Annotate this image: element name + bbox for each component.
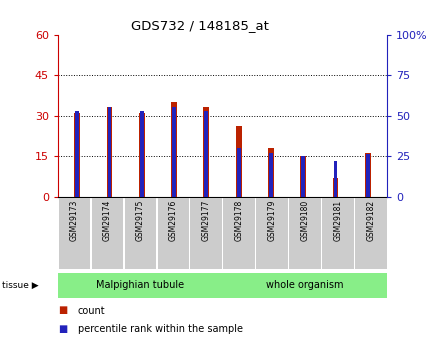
Text: percentile rank within the sample: percentile rank within the sample: [78, 325, 243, 334]
Bar: [332, 178, 338, 197]
Bar: [237, 148, 241, 197]
Bar: [366, 155, 370, 197]
Text: whole organism: whole organism: [266, 280, 344, 290]
Text: GSM29178: GSM29178: [235, 199, 243, 241]
Text: GSM29180: GSM29180: [300, 199, 309, 241]
Text: GSM29182: GSM29182: [366, 199, 375, 240]
Text: GSM29179: GSM29179: [267, 199, 276, 241]
Bar: [300, 156, 306, 197]
Bar: [269, 153, 273, 197]
Text: count: count: [78, 306, 105, 315]
Text: GSM29173: GSM29173: [70, 199, 79, 241]
Bar: [365, 154, 371, 197]
Bar: [268, 148, 274, 197]
Bar: [139, 113, 145, 197]
Bar: [204, 111, 208, 197]
Bar: [108, 108, 111, 197]
Text: GSM29176: GSM29176: [169, 199, 178, 241]
Bar: [74, 113, 80, 197]
Bar: [172, 108, 176, 197]
Bar: [107, 108, 113, 197]
Text: tissue ▶: tissue ▶: [2, 281, 39, 290]
Text: Malpighian tubule: Malpighian tubule: [96, 280, 184, 290]
Text: GSM29181: GSM29181: [333, 199, 342, 240]
Bar: [171, 102, 177, 197]
Bar: [203, 108, 209, 197]
Bar: [334, 161, 337, 197]
Bar: [236, 126, 242, 197]
Text: ■: ■: [58, 306, 67, 315]
Text: GDS732 / 148185_at: GDS732 / 148185_at: [131, 19, 269, 32]
Bar: [75, 111, 79, 197]
Bar: [140, 111, 144, 197]
Text: ■: ■: [58, 325, 67, 334]
Text: GSM29174: GSM29174: [103, 199, 112, 241]
Text: GSM29177: GSM29177: [202, 199, 210, 241]
Text: GSM29175: GSM29175: [136, 199, 145, 241]
Bar: [301, 156, 305, 197]
